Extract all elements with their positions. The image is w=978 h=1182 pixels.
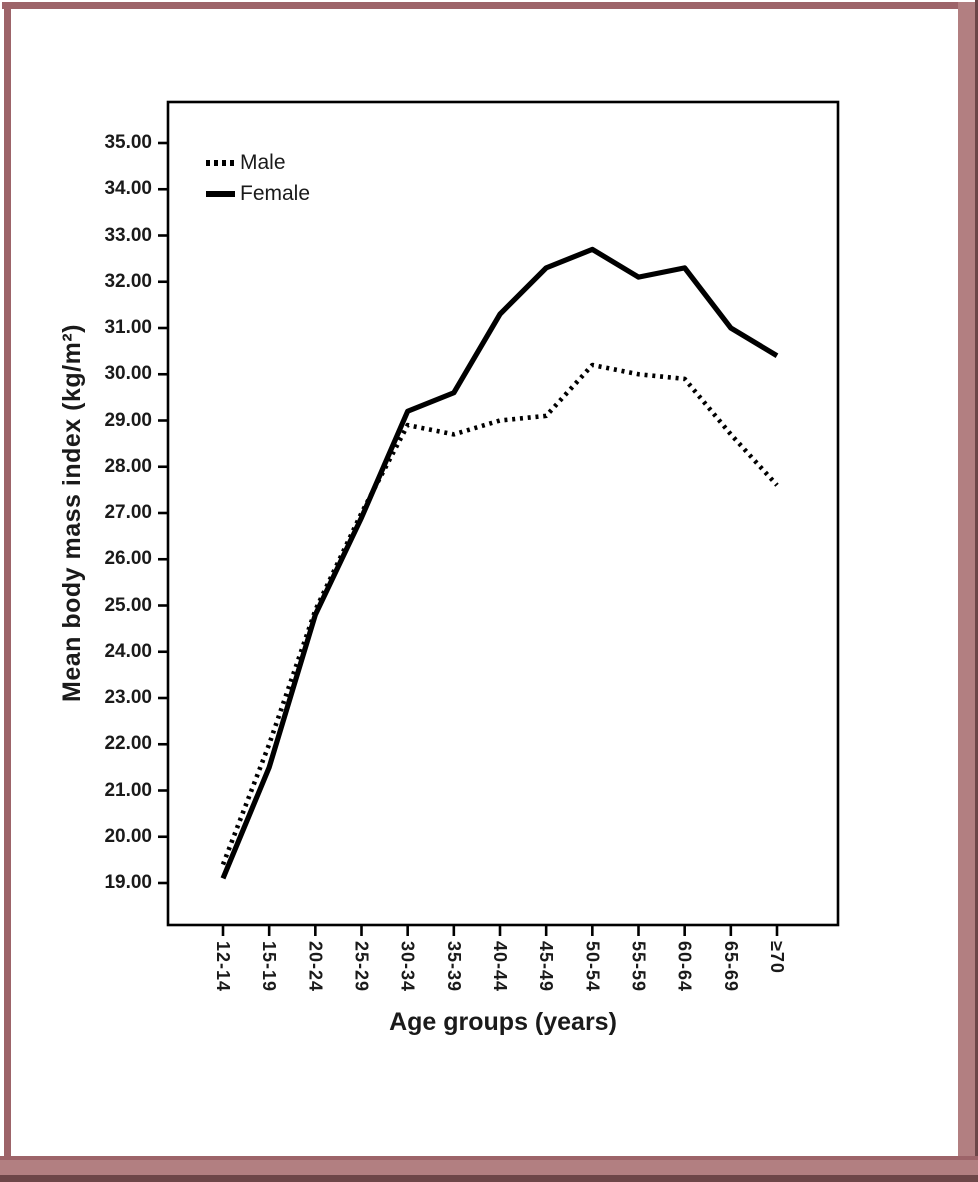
female-series-line [220,246,779,880]
page-border-right-band [958,2,975,1178]
x-tick-label: 12-14 [213,941,233,993]
page-border-bottom-band [0,1160,978,1175]
x-tick-label: 15-19 [259,941,280,993]
y-tick-label: 23.00 [104,687,152,708]
y-axis-title: Mean body mass index (kg/m²) [58,324,86,703]
page-border-right-edge [975,0,978,1182]
y-tick-label: 24.00 [104,640,152,662]
x-tick-label: ≥70 [767,941,787,974]
y-tick-label: 33.00 [104,224,152,246]
y-tick-label: 32.00 [104,270,152,292]
x-tick-label: 30-34 [397,941,418,993]
chart-legend: Male Female [206,152,310,205]
x-tick-label: 25-29 [351,941,372,993]
y-tick-label: 34.00 [104,178,152,200]
x-tick-label: 20-24 [305,941,326,993]
y-tick-label: 29.00 [104,409,152,431]
x-tick-label: 60-64 [674,941,695,993]
legend-label-female: Female [240,182,311,205]
x-tick-label: 45-49 [536,941,557,993]
y-tick-label: 20.00 [104,825,152,847]
male-series-line [220,362,779,866]
y-tick-label: 28.00 [104,455,152,477]
y-tick-label: 30.00 [104,363,152,385]
y-tick-label: 26.00 [104,548,152,570]
legend-item-female: Female [206,183,310,205]
y-tick-label: 25.00 [104,594,152,616]
y-tick-label: 21.00 [104,779,152,801]
x-tick-label: 50-54 [582,941,603,993]
y-tick-label: 31.00 [104,317,152,338]
page-border-left [4,2,11,1174]
y-tick-label: 35.00 [104,132,152,153]
legend-label-male: Male [240,151,286,174]
x-tick-label: 35-39 [443,941,464,993]
x-tick-label: 55-59 [628,941,649,993]
male-dotted-line-sample [206,160,235,166]
x-tick-label: 40-44 [490,941,510,993]
x-tick-label: 65-69 [720,941,741,993]
page-border-bottom-line [0,1156,978,1160]
x-axis-title: Age groups (years) [389,1008,617,1036]
page-border-top [2,2,975,9]
page-border-bottom-edge [0,1175,978,1182]
legend-item-male: Male [206,152,310,174]
y-tick-label: 22.00 [104,733,152,755]
y-tick-label: 27.00 [104,502,152,523]
female-solid-line-sample [206,191,235,197]
y-tick-label: 19.00 [104,872,152,893]
